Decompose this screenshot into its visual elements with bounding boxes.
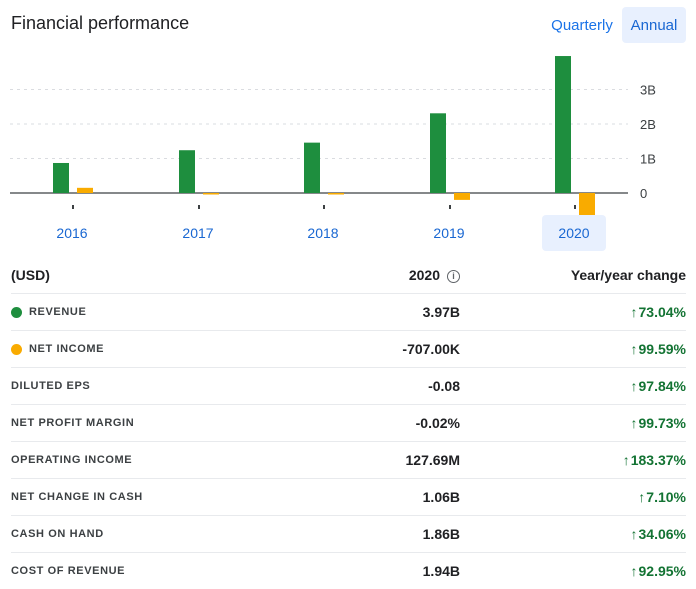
metric-value: 1.94B (310, 553, 460, 589)
metric-value: -0.02% (310, 405, 460, 442)
arrow-up-icon: ↑ (631, 304, 638, 320)
metric-label: OPERATING INCOME (11, 454, 132, 466)
page-title: Financial performance (11, 13, 189, 34)
y-tick-label: 1B (640, 152, 656, 167)
change-header: Year/year change (460, 257, 686, 294)
x-tick-label[interactable]: 2018 (307, 225, 338, 241)
arrow-up-icon: ↑ (631, 526, 638, 542)
metric-cell: OPERATING INCOME (11, 442, 310, 479)
table-row[interactable]: NET INCOME-707.00K↑99.59% (11, 331, 686, 368)
arrow-up-icon: ↑ (631, 563, 638, 579)
financial-chart: 0 1B 2B 3B 2016 2017 2018 2019 2020 (0, 44, 696, 254)
metric-label: DILUTED EPS (11, 380, 90, 392)
y-tick-label: 2B (640, 117, 656, 132)
table-row[interactable]: NET PROFIT MARGIN-0.02%↑99.73% (11, 405, 686, 442)
metric-value: 127.69M (310, 442, 460, 479)
metric-name: COST OF REVENUE (11, 565, 310, 577)
arrow-up-icon: ↑ (631, 415, 638, 431)
x-tick-label[interactable]: 2016 (56, 225, 87, 241)
legend-dot-icon (11, 344, 22, 355)
currency-label: (USD) (11, 257, 310, 294)
metric-value: -0.08 (310, 368, 460, 405)
metric-label: NET INCOME (29, 343, 104, 355)
metric-label: NET PROFIT MARGIN (11, 417, 134, 429)
metric-change: ↑73.04% (460, 294, 686, 331)
metric-name: NET INCOME (11, 343, 310, 355)
arrow-up-icon: ↑ (623, 452, 630, 468)
change-value: 73.04% (639, 304, 686, 320)
metric-name: NET CHANGE IN CASH (11, 491, 310, 503)
change-value: 7.10% (646, 489, 686, 505)
change-value: 183.37% (631, 452, 686, 468)
metric-cell: REVENUE (11, 294, 310, 331)
metric-label: REVENUE (29, 306, 86, 318)
net-income-bar[interactable] (454, 193, 470, 200)
x-tick-label[interactable]: 2020 (558, 225, 589, 241)
metric-change: ↑99.73% (460, 405, 686, 442)
metric-change: ↑92.95% (460, 553, 686, 589)
net-income-bar[interactable] (328, 193, 344, 195)
info-icon[interactable]: i (447, 270, 460, 283)
metric-value: 1.06B (310, 479, 460, 516)
metric-value: -707.00K (310, 331, 460, 368)
revenue-bar[interactable] (430, 113, 446, 193)
arrow-up-icon: ↑ (638, 489, 645, 505)
legend-dot-icon (11, 307, 22, 318)
year-label: 2020 (409, 267, 440, 283)
change-value: 99.59% (639, 341, 686, 357)
metric-change: ↑34.06% (460, 516, 686, 553)
y-tick-label: 3B (640, 83, 656, 98)
metric-name: CASH ON HAND (11, 528, 310, 540)
table-header-row: (USD) 2020 i Year/year change (11, 257, 686, 294)
revenue-bar[interactable] (53, 163, 69, 193)
change-value: 97.84% (639, 378, 686, 394)
metric-name: DILUTED EPS (11, 380, 310, 392)
y-tick-label: 0 (640, 186, 647, 201)
metric-value: 3.97B (310, 294, 460, 331)
metric-change: ↑99.59% (460, 331, 686, 368)
x-tick-label[interactable]: 2017 (182, 225, 213, 241)
metric-cell: NET CHANGE IN CASH (11, 479, 310, 516)
metric-label: NET CHANGE IN CASH (11, 491, 143, 503)
metric-label: CASH ON HAND (11, 528, 104, 540)
metric-change: ↑7.10% (460, 479, 686, 516)
table-row[interactable]: DILUTED EPS-0.08↑97.84% (11, 368, 686, 405)
metric-change: ↑97.84% (460, 368, 686, 405)
metric-cell: CASH ON HAND (11, 516, 310, 553)
metric-value: 1.86B (310, 516, 460, 553)
annual-toggle-button[interactable]: Annual (622, 7, 686, 43)
financial-table: (USD) 2020 i Year/year change REVENUE 3.97… (11, 257, 686, 589)
quarterly-toggle-button[interactable]: Quarterly (543, 7, 621, 43)
revenue-bar[interactable] (179, 150, 195, 193)
year-header: 2020 i (310, 257, 460, 294)
x-tick-label[interactable]: 2019 (433, 225, 464, 241)
metric-name: REVENUE (11, 306, 310, 318)
metric-label: COST OF REVENUE (11, 565, 125, 577)
metric-name: OPERATING INCOME (11, 454, 310, 466)
metric-cell: COST OF REVENUE (11, 553, 310, 589)
revenue-bar[interactable] (304, 143, 320, 193)
metric-change: ↑183.37% (460, 442, 686, 479)
metric-cell: DILUTED EPS (11, 368, 310, 405)
change-value: 99.73% (639, 415, 686, 431)
metric-name: NET PROFIT MARGIN (11, 417, 310, 429)
metric-cell: NET INCOME (11, 331, 310, 368)
metric-cell: NET PROFIT MARGIN (11, 405, 310, 442)
arrow-up-icon: ↑ (631, 341, 638, 357)
net-income-bar[interactable] (203, 193, 219, 195)
net-income-bar[interactable] (579, 193, 595, 217)
change-value: 92.95% (639, 563, 686, 579)
revenue-bar[interactable] (555, 56, 571, 193)
arrow-up-icon: ↑ (631, 378, 638, 394)
net-income-bar[interactable] (77, 188, 93, 193)
change-value: 34.06% (639, 526, 686, 542)
